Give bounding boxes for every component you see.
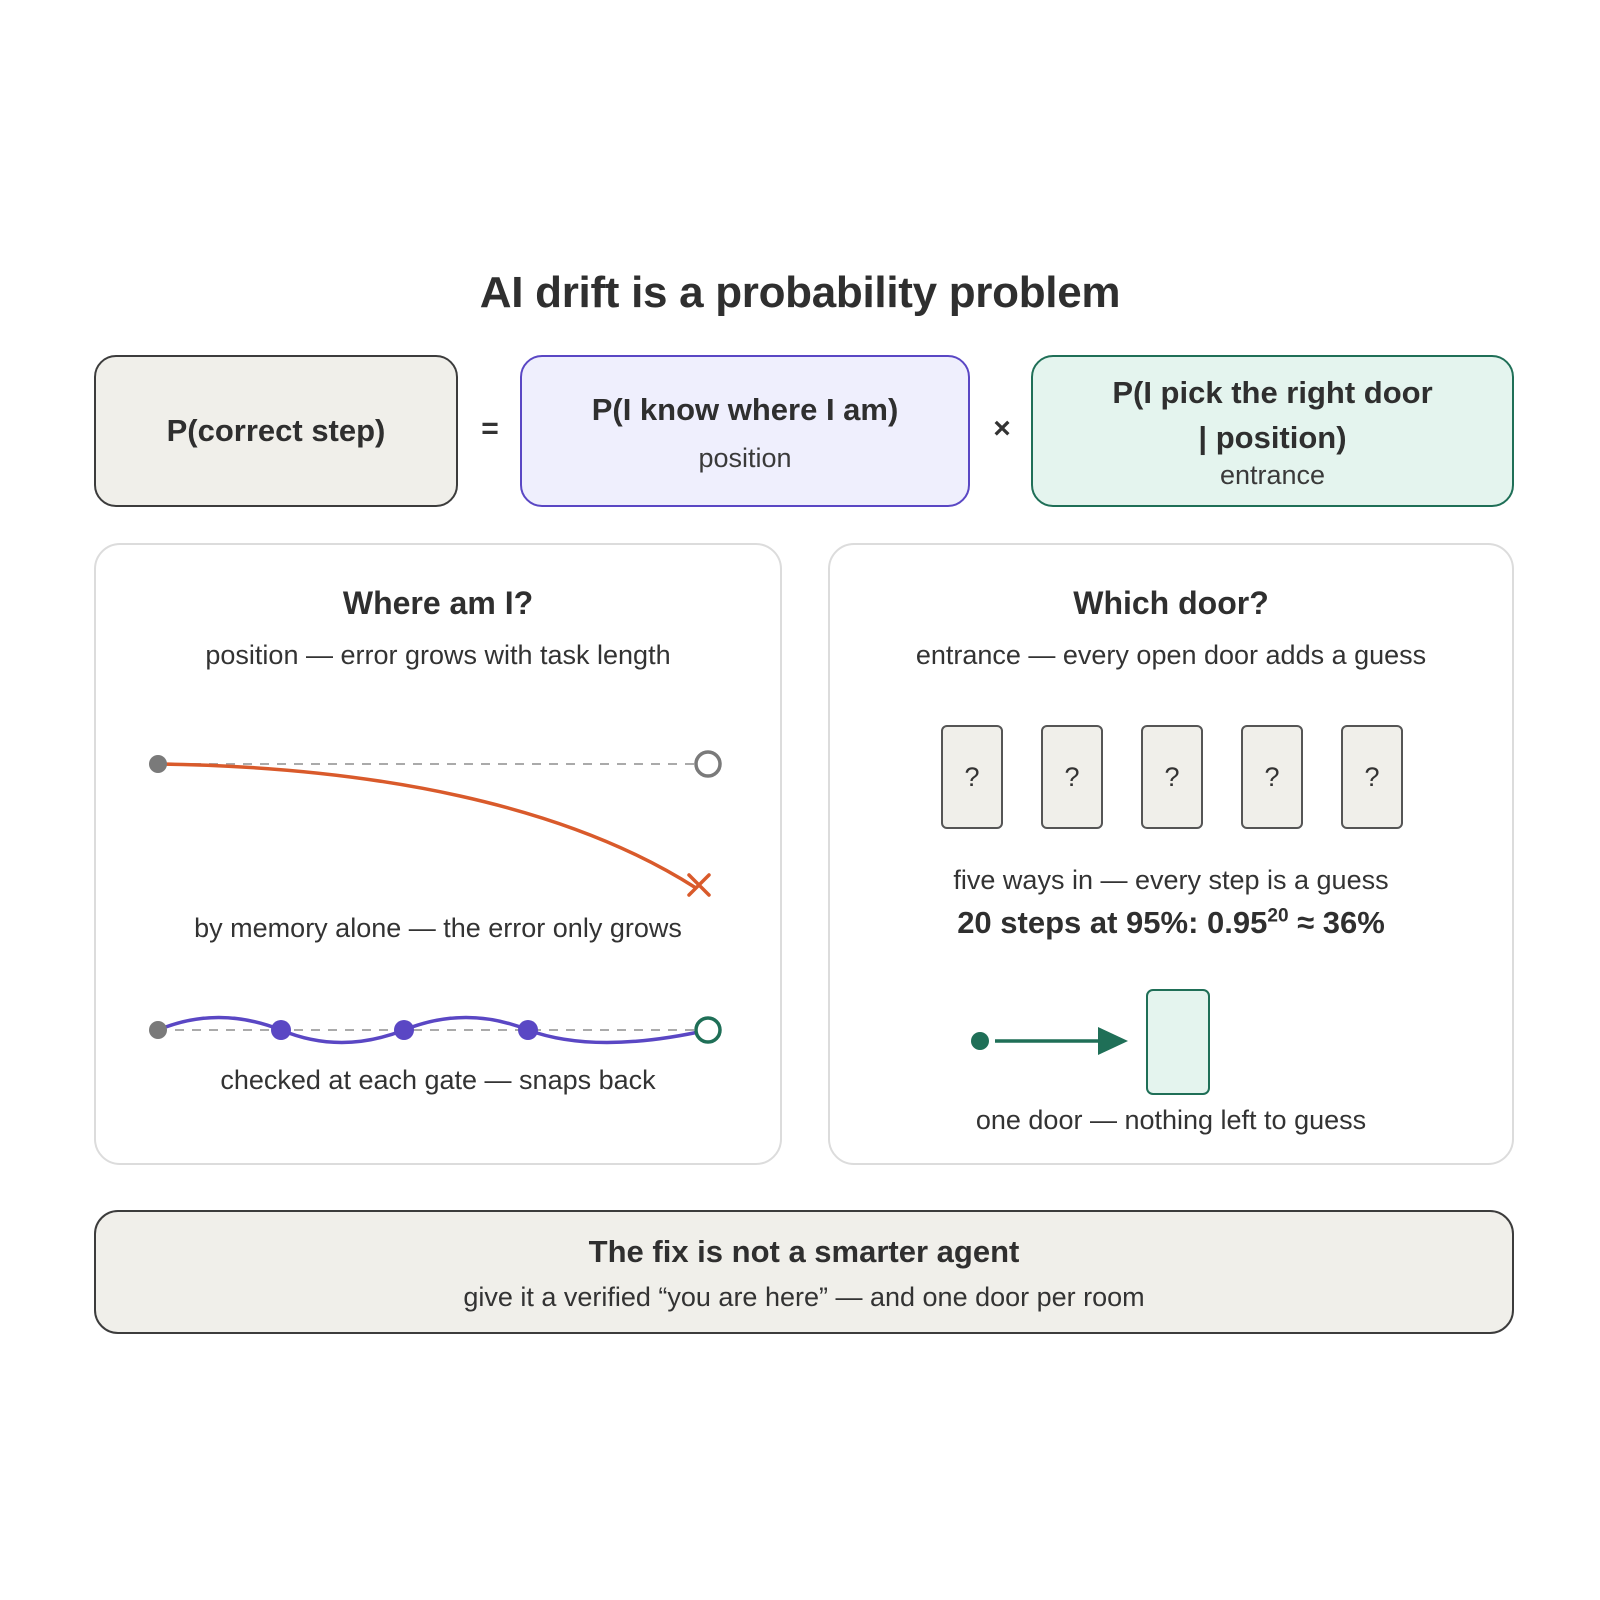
correct-step-box: P(correct step) xyxy=(94,355,458,507)
math-suffix: ≈ 36% xyxy=(1288,905,1385,940)
entrance-term-box: P(I pick the right door | position) entr… xyxy=(1031,355,1514,507)
entrance-term-sub: entrance xyxy=(1219,460,1326,491)
drift-end-x-icon xyxy=(687,873,711,897)
math-prefix: 20 steps at 95%: 0.95 xyxy=(957,905,1268,940)
gate-caption: checked at each gate — snaps back xyxy=(220,1065,656,1095)
single-door-caption: one door — nothing left to guess xyxy=(975,1105,1367,1135)
drift-path xyxy=(157,762,697,890)
position-term-sub: position xyxy=(698,442,792,473)
position-panel-title: Where am I? xyxy=(342,585,534,621)
equals-sign: = xyxy=(481,412,499,445)
entrance-panel-title: Which door? xyxy=(1073,585,1269,621)
gate-start-dot xyxy=(149,1021,167,1039)
conclusion-box: The fix is not a smarter agent give it a… xyxy=(94,1210,1514,1334)
memory-target-ring xyxy=(694,750,722,778)
page-title: AI drift is a probability problem xyxy=(479,268,1121,317)
gate-checkpoint-2 xyxy=(394,1020,414,1040)
entrance-panel-subtitle: entrance — every open door adds a guess xyxy=(915,640,1427,670)
single-door-diagram xyxy=(971,989,1210,1095)
entrance-term-label-line2: | position) xyxy=(1198,419,1347,455)
memory-caption: by memory alone — the error only grows xyxy=(194,913,682,943)
door-5: ? xyxy=(1341,725,1403,829)
single-door xyxy=(1146,989,1210,1095)
conclusion-subtitle: give it a verified “you are here” — and … xyxy=(463,1282,1145,1312)
door-1: ? xyxy=(941,725,1003,829)
times-sign: × xyxy=(993,412,1011,445)
position-panel: Where am I? position — error grows with … xyxy=(94,543,782,1165)
entrance-term-label-line1: P(I pick the right door xyxy=(1112,374,1433,410)
memory-drift-diagram xyxy=(149,750,722,1045)
math-exponent: 20 xyxy=(1267,905,1289,927)
door-2: ? xyxy=(1041,725,1103,829)
gate-checkpoint-1 xyxy=(271,1020,291,1040)
gate-target-ring xyxy=(694,1016,722,1044)
gate-checkpoint-3 xyxy=(518,1020,538,1040)
arrow-right-icon xyxy=(1098,1027,1128,1055)
position-term-label: P(I know where I am) xyxy=(591,392,899,428)
door-3: ? xyxy=(1141,725,1203,829)
position-panel-subtitle: position — error grows with task length xyxy=(205,640,671,670)
compound-probability-math: 20 steps at 95%: 0.9520 ≈ 36% xyxy=(830,905,1512,941)
entrance-panel: Which door? entrance — every open door a… xyxy=(828,543,1514,1165)
correct-step-label: P(correct step) xyxy=(166,412,386,448)
door-4: ? xyxy=(1241,725,1303,829)
doors-caption: five ways in — every step is a guess xyxy=(953,865,1389,895)
conclusion-title: The fix is not a smarter agent xyxy=(588,1234,1020,1269)
position-term-box: P(I know where I am) position xyxy=(520,355,970,507)
memory-start-dot xyxy=(149,755,167,773)
single-door-start-dot xyxy=(971,1032,989,1050)
